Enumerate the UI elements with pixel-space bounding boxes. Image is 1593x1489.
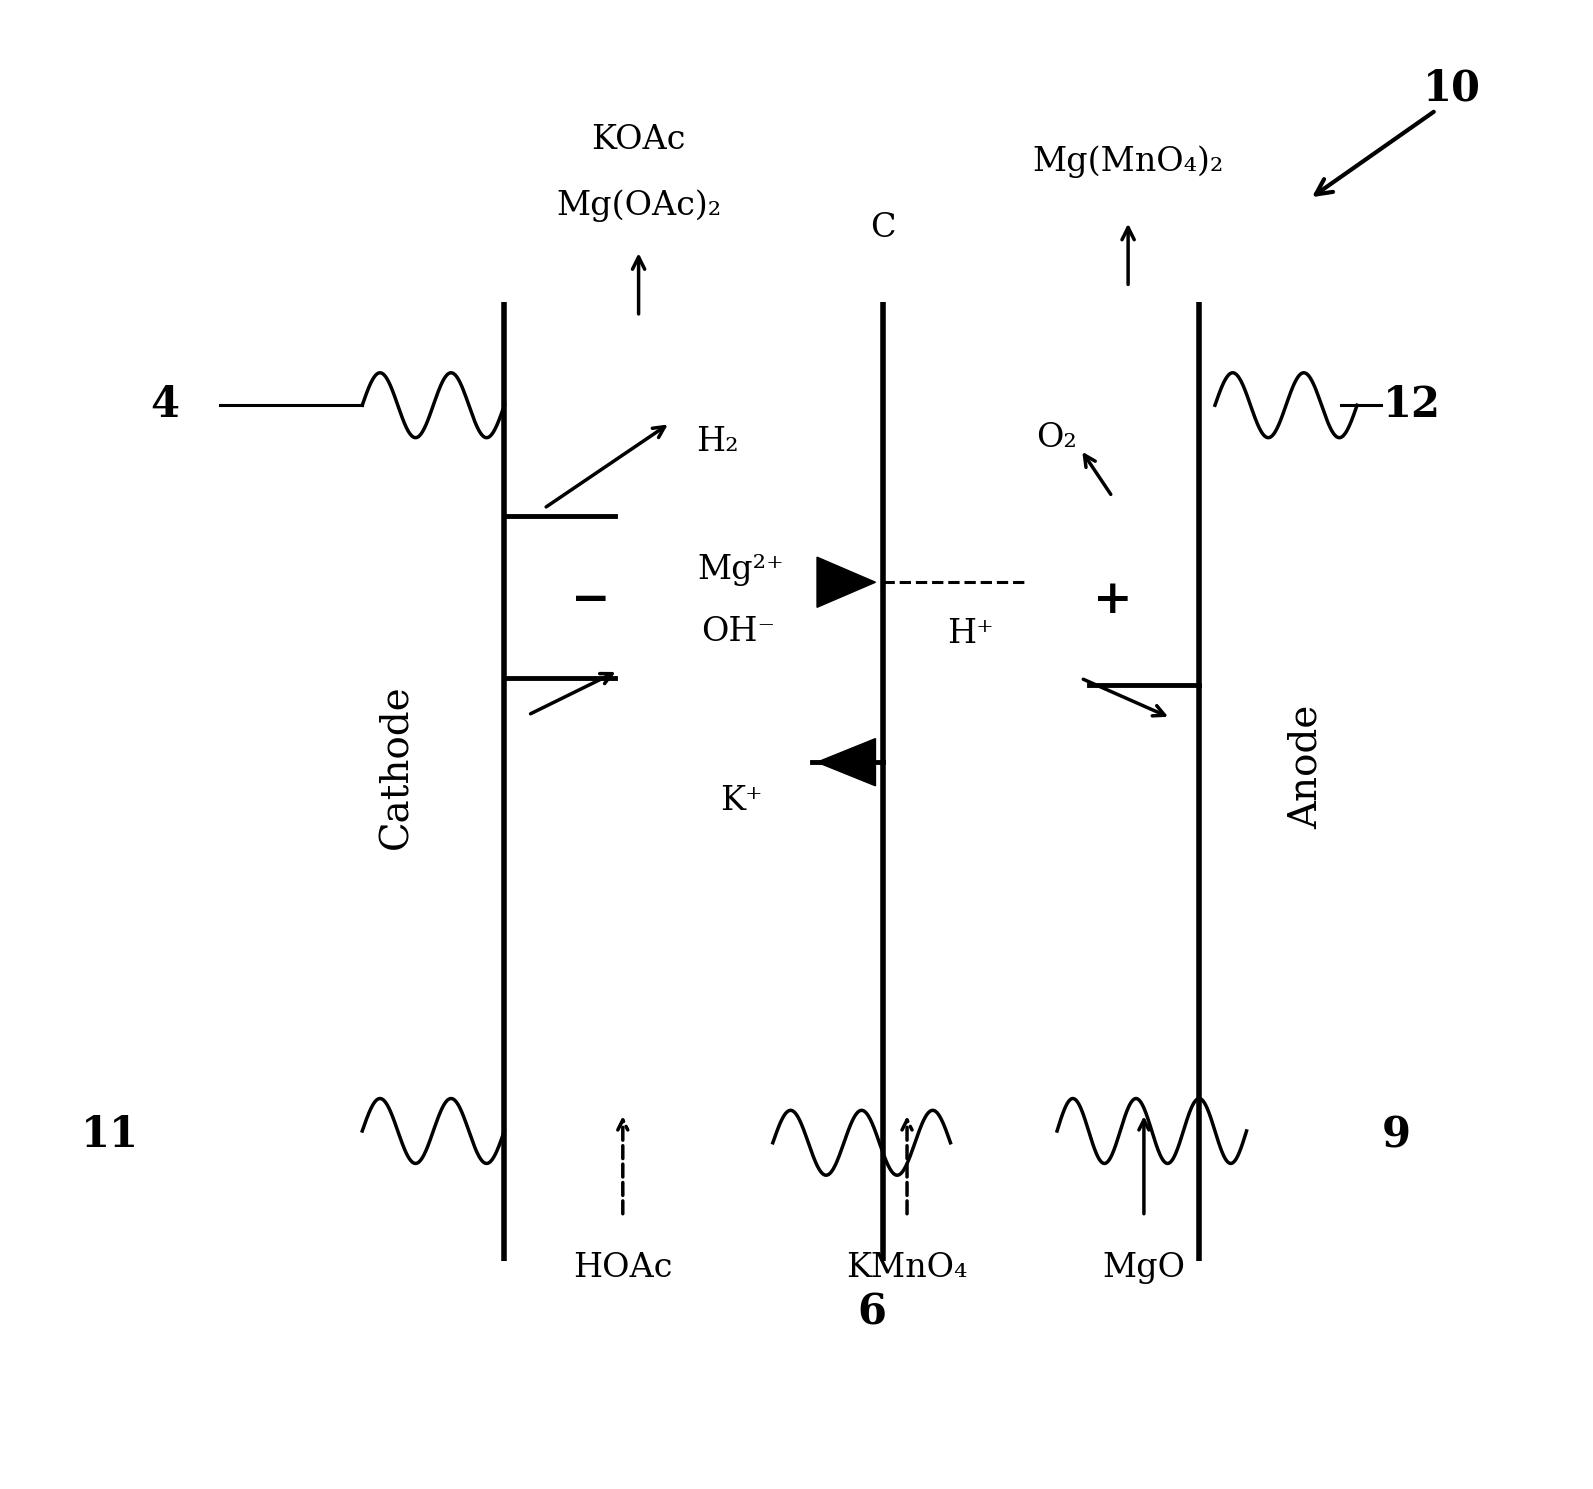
Text: Anode: Anode [1289, 704, 1325, 829]
Text: Mg(MnO₄)₂: Mg(MnO₄)₂ [1032, 146, 1223, 179]
Text: +: + [1093, 576, 1133, 622]
Text: MgO: MgO [1102, 1252, 1185, 1284]
Text: H₂: H₂ [696, 426, 739, 459]
Text: Mg(OAc)₂: Mg(OAc)₂ [556, 189, 722, 222]
Text: 11: 11 [81, 1114, 139, 1157]
Text: K⁺: K⁺ [720, 785, 763, 816]
Text: 10: 10 [1423, 67, 1481, 109]
Text: HOAc: HOAc [573, 1252, 672, 1284]
Polygon shape [817, 557, 876, 608]
Text: KMnO₄: KMnO₄ [846, 1252, 967, 1284]
Text: Cathode: Cathode [379, 685, 416, 849]
Text: KOAc: KOAc [591, 124, 685, 156]
Text: 6: 6 [857, 1291, 887, 1334]
Text: C: C [871, 213, 897, 244]
Text: H⁺: H⁺ [946, 618, 994, 649]
Text: OH⁻: OH⁻ [701, 616, 776, 648]
Text: 12: 12 [1383, 384, 1442, 426]
Text: Mg²⁺: Mg²⁺ [698, 554, 785, 587]
Text: 4: 4 [150, 384, 180, 426]
Text: −: − [572, 576, 612, 622]
Text: O₂: O₂ [1037, 421, 1077, 454]
Polygon shape [817, 739, 876, 786]
Text: 9: 9 [1383, 1114, 1411, 1157]
